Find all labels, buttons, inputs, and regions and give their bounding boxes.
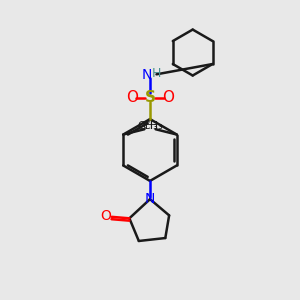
Text: N: N <box>141 68 152 82</box>
Text: N: N <box>145 192 155 206</box>
Text: CH₃: CH₃ <box>137 121 158 131</box>
Text: O: O <box>162 90 174 105</box>
Text: CH₃: CH₃ <box>142 121 163 131</box>
Text: H: H <box>152 67 161 80</box>
Text: S: S <box>145 90 155 105</box>
Text: O: O <box>100 209 111 223</box>
Text: O: O <box>126 90 138 105</box>
